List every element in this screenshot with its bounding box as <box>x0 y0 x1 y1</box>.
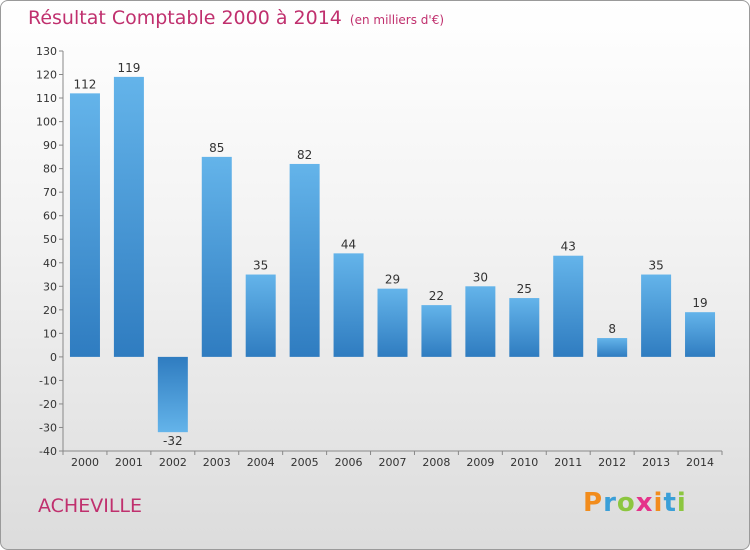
x-tick-label: 2009 <box>466 456 494 469</box>
x-tick-label: 2005 <box>291 456 319 469</box>
y-tick-label: 10 <box>43 327 57 340</box>
x-tick-label: 2008 <box>422 456 450 469</box>
bar-value-label: 43 <box>561 240 576 254</box>
bar-value-label: 25 <box>517 282 532 296</box>
bar <box>157 356 188 433</box>
x-tick-label: 2014 <box>686 456 714 469</box>
bar <box>509 298 540 357</box>
brand-logo-letter: i <box>653 488 664 518</box>
chart-unit: (en milliers d'€) <box>349 13 445 27</box>
bar-value-label: 82 <box>297 148 312 162</box>
chart-title: Résultat Comptable 2000 à 2014 (en millie… <box>28 7 444 29</box>
brand-logo-letter: o <box>616 488 636 518</box>
y-tick-label: 70 <box>43 186 57 199</box>
y-tick-label: -30 <box>39 421 57 434</box>
bar <box>377 288 408 357</box>
x-tick-label: 2007 <box>379 456 407 469</box>
y-tick-label: -10 <box>39 374 57 387</box>
x-tick-label: 2002 <box>159 456 187 469</box>
bar <box>289 163 320 357</box>
brand-logo-letter: x <box>635 488 654 518</box>
brand-logo-letter: P <box>583 488 604 518</box>
brand-logo-letter: i <box>676 488 687 518</box>
bar-value-label: 85 <box>209 141 224 155</box>
bar-value-label: 35 <box>253 259 268 273</box>
y-tick-label: 90 <box>43 139 57 152</box>
bar-value-label: 119 <box>117 61 140 75</box>
chart-title-text: Résultat Comptable 2000 à 2014 <box>28 7 342 29</box>
x-tick-label: 2000 <box>71 456 99 469</box>
x-tick-label: 2011 <box>554 456 582 469</box>
bar-value-label: 35 <box>648 259 663 273</box>
y-tick-label: 30 <box>43 280 57 293</box>
y-tick-label: 0 <box>50 351 57 364</box>
x-tick-label: 2013 <box>642 456 670 469</box>
bar <box>421 305 452 357</box>
bar <box>553 255 584 357</box>
bar <box>113 76 144 357</box>
bar-value-label: 44 <box>341 237 356 251</box>
y-tick-label: 130 <box>36 45 57 58</box>
y-tick-label: -20 <box>39 398 57 411</box>
bar-value-label: -32 <box>163 434 183 448</box>
y-tick-label: 50 <box>43 233 57 246</box>
y-tick-label: 100 <box>36 116 57 129</box>
brand-logo-letter: r <box>603 488 617 518</box>
bar-value-label: 22 <box>429 289 444 303</box>
bar-value-label: 19 <box>692 296 707 310</box>
bar <box>641 274 672 357</box>
y-tick-label: -40 <box>39 445 57 458</box>
bar <box>597 338 628 357</box>
city-name: ACHEVILLE <box>38 495 142 517</box>
y-tick-label: 20 <box>43 304 57 317</box>
bar <box>245 274 276 357</box>
x-tick-label: 2006 <box>335 456 363 469</box>
x-tick-label: 2001 <box>115 456 143 469</box>
bar <box>201 156 232 357</box>
bar-value-label: 29 <box>385 273 400 287</box>
x-tick-label: 2012 <box>598 456 626 469</box>
bar <box>465 286 496 357</box>
y-tick-label: 80 <box>43 163 57 176</box>
y-tick-label: 60 <box>43 210 57 223</box>
x-tick-label: 2003 <box>203 456 231 469</box>
bar-value-label: 8 <box>608 322 616 336</box>
y-tick-label: 120 <box>36 69 57 82</box>
bar-value-label: 112 <box>74 77 97 91</box>
bar <box>333 253 364 357</box>
brand-logo: Proxiti <box>583 488 687 518</box>
x-tick-label: 2010 <box>510 456 538 469</box>
x-tick-label: 2004 <box>247 456 275 469</box>
bar <box>685 312 716 357</box>
y-tick-label: 110 <box>36 92 57 105</box>
brand-logo-letter: t <box>663 488 677 518</box>
y-tick-label: 40 <box>43 257 57 270</box>
bar <box>69 93 100 357</box>
bar-value-label: 30 <box>473 270 488 284</box>
